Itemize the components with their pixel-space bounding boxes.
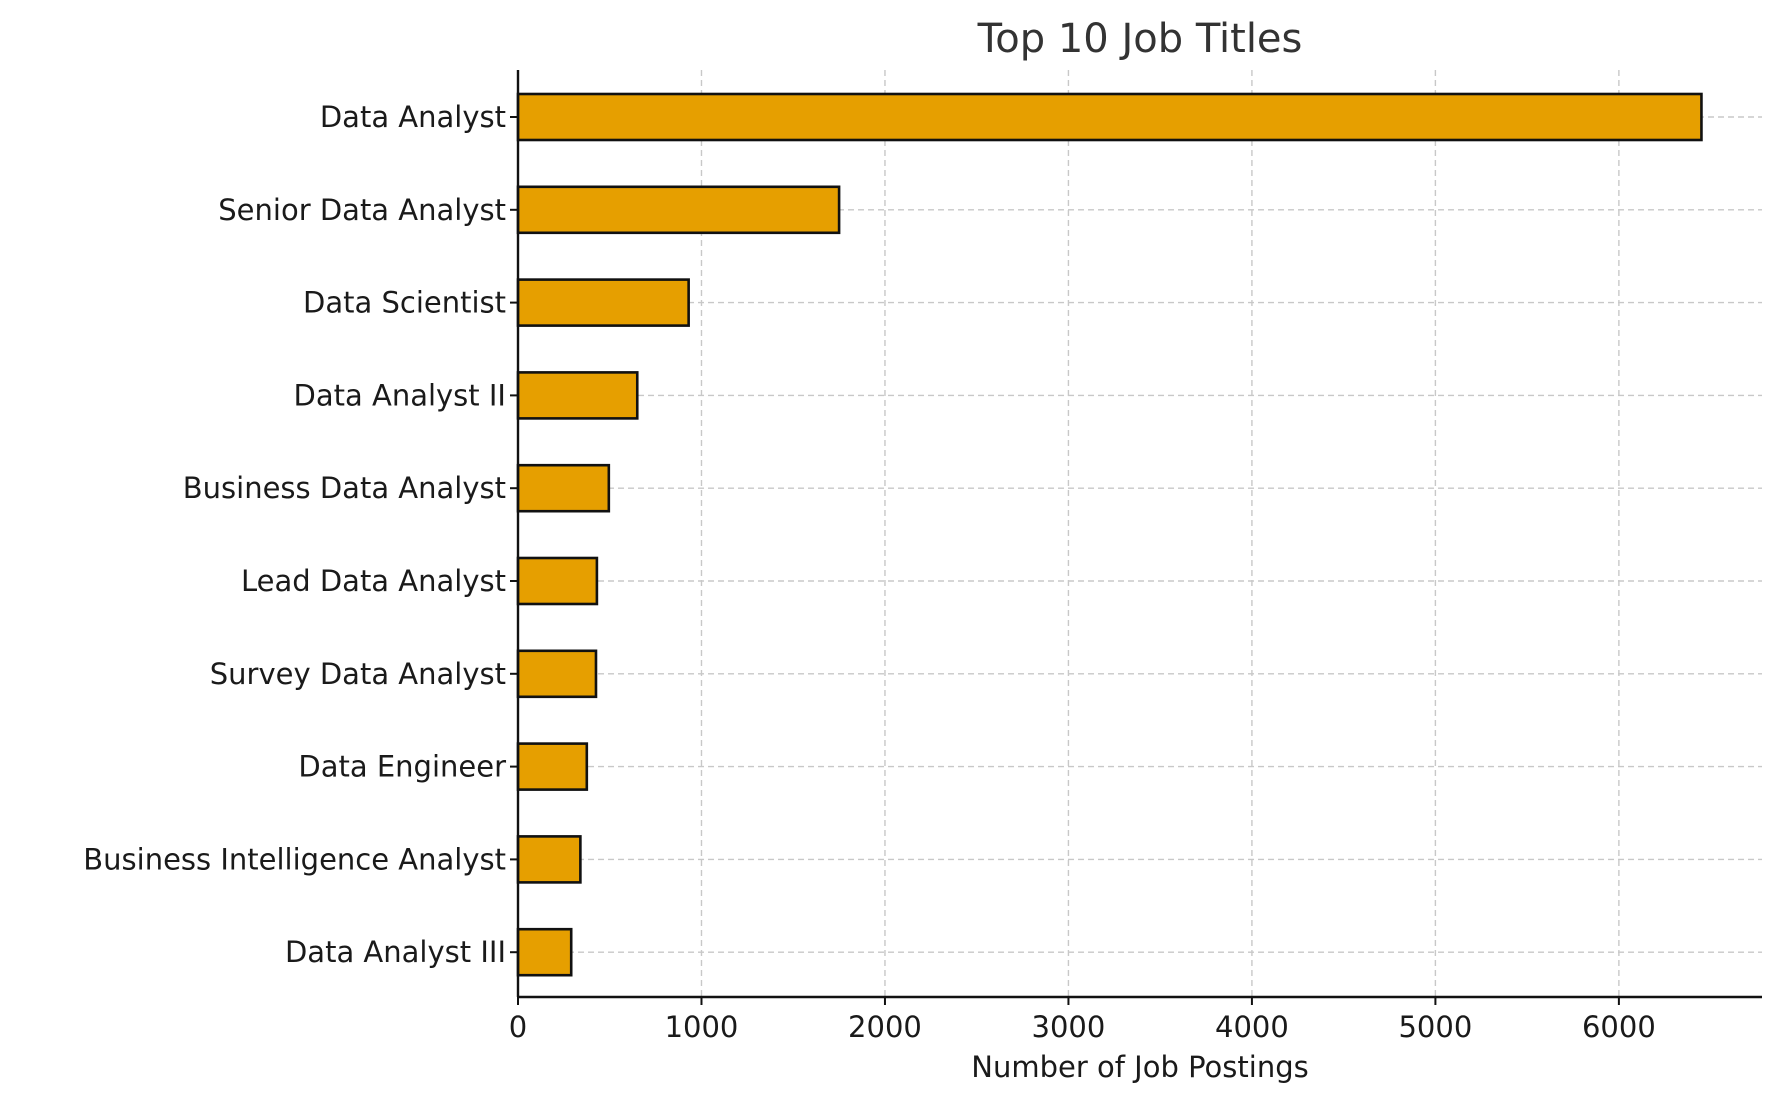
bar (516, 742, 589, 791)
bar (516, 92, 1703, 142)
category-label: Data Scientist (303, 286, 506, 320)
category-label: Business Intelligence Analyst (83, 842, 506, 876)
category-labels: Data Analyst Senior Data Analyst Data Scie… (83, 100, 518, 969)
axes (516, 70, 1762, 999)
x-tick-label: 1000 (665, 1010, 739, 1044)
bar (516, 278, 690, 327)
x-axis-label: Number of Job Postings (971, 1050, 1308, 1084)
category-label: Data Engineer (298, 750, 506, 784)
x-tick-label: 2000 (848, 1010, 922, 1044)
x-tick-label: 4000 (1215, 1010, 1289, 1044)
bar (516, 463, 611, 513)
category-label: Survey Data Analyst (210, 657, 506, 691)
bar (516, 556, 599, 606)
category-label: Data Analyst II (294, 378, 506, 412)
chart-title: Top 10 Job Titles (977, 16, 1303, 62)
category-label: Data Analyst (320, 100, 506, 134)
category-label: Business Data Analyst (183, 471, 506, 505)
grid (517, 70, 1762, 997)
x-tick-label: 5000 (1398, 1010, 1472, 1044)
category-label: Data Analyst III (285, 935, 506, 969)
category-label: Senior Data Analyst (218, 193, 506, 227)
x-tick-label: 0 (509, 1010, 527, 1044)
bars (516, 92, 1703, 977)
bar (516, 649, 598, 699)
bar (516, 371, 639, 420)
bar (516, 927, 573, 977)
x-tick-label: 3000 (1032, 1010, 1106, 1044)
x-tick-label: 6000 (1582, 1010, 1656, 1044)
bar (516, 835, 582, 884)
bar (516, 185, 841, 235)
category-label: Lead Data Analyst (241, 564, 506, 598)
x-tick-labels: 0 1000 2000 3000 4000 5000 6000 (509, 997, 1656, 1044)
